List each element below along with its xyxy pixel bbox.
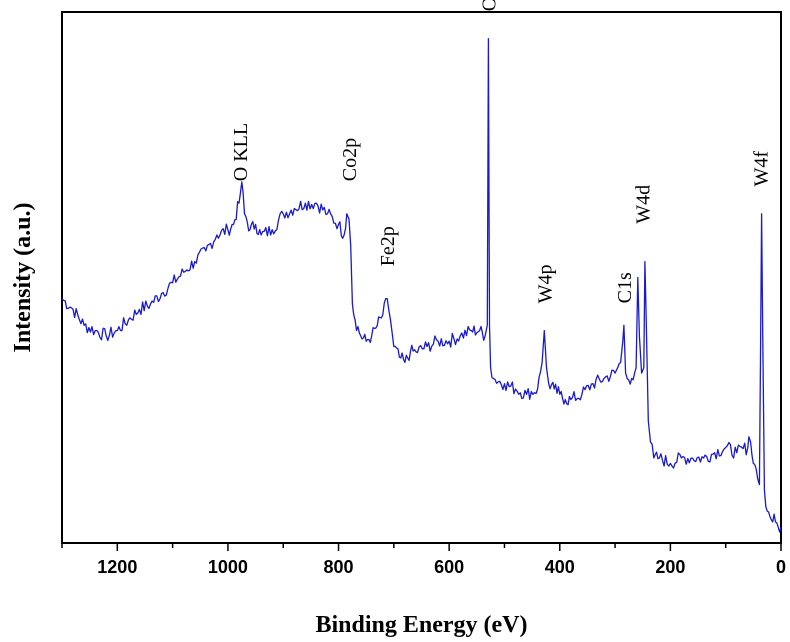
plot-area — [61, 11, 782, 544]
peak-label: Fe2p — [377, 226, 399, 266]
plot-frame — [61, 11, 782, 544]
peak-label: O1s — [478, 0, 500, 11]
x-tick-label: 1000 — [208, 557, 248, 577]
peak-labels: O KLL Co2p Fe2p O1s W4p C1s W4d W4f — [230, 0, 772, 303]
x-tick-label: 600 — [434, 557, 464, 577]
x-tick-label: 200 — [655, 557, 685, 577]
x-tick-label: 0 — [776, 557, 786, 577]
peak-label: O KLL — [230, 123, 252, 181]
peak-label: W4f — [751, 151, 773, 187]
x-tick-label: 800 — [324, 557, 354, 577]
peak-label: Co2p — [339, 138, 361, 181]
x-axis-ticks — [61, 543, 782, 551]
peak-label: W4p — [534, 264, 556, 303]
x-tick-label: 1200 — [97, 557, 137, 577]
peak-label: W4d — [633, 185, 655, 224]
y-axis-title: Intensity (a.u.) — [10, 202, 36, 352]
x-tick-label: 400 — [545, 557, 575, 577]
x-axis-tick-labels: 1200 1000 800 600 400 200 0 — [97, 557, 786, 577]
peak-label: C1s — [614, 272, 636, 303]
x-axis-title: Binding Energy (eV) — [315, 612, 527, 638]
spectrum-line — [61, 37, 782, 533]
